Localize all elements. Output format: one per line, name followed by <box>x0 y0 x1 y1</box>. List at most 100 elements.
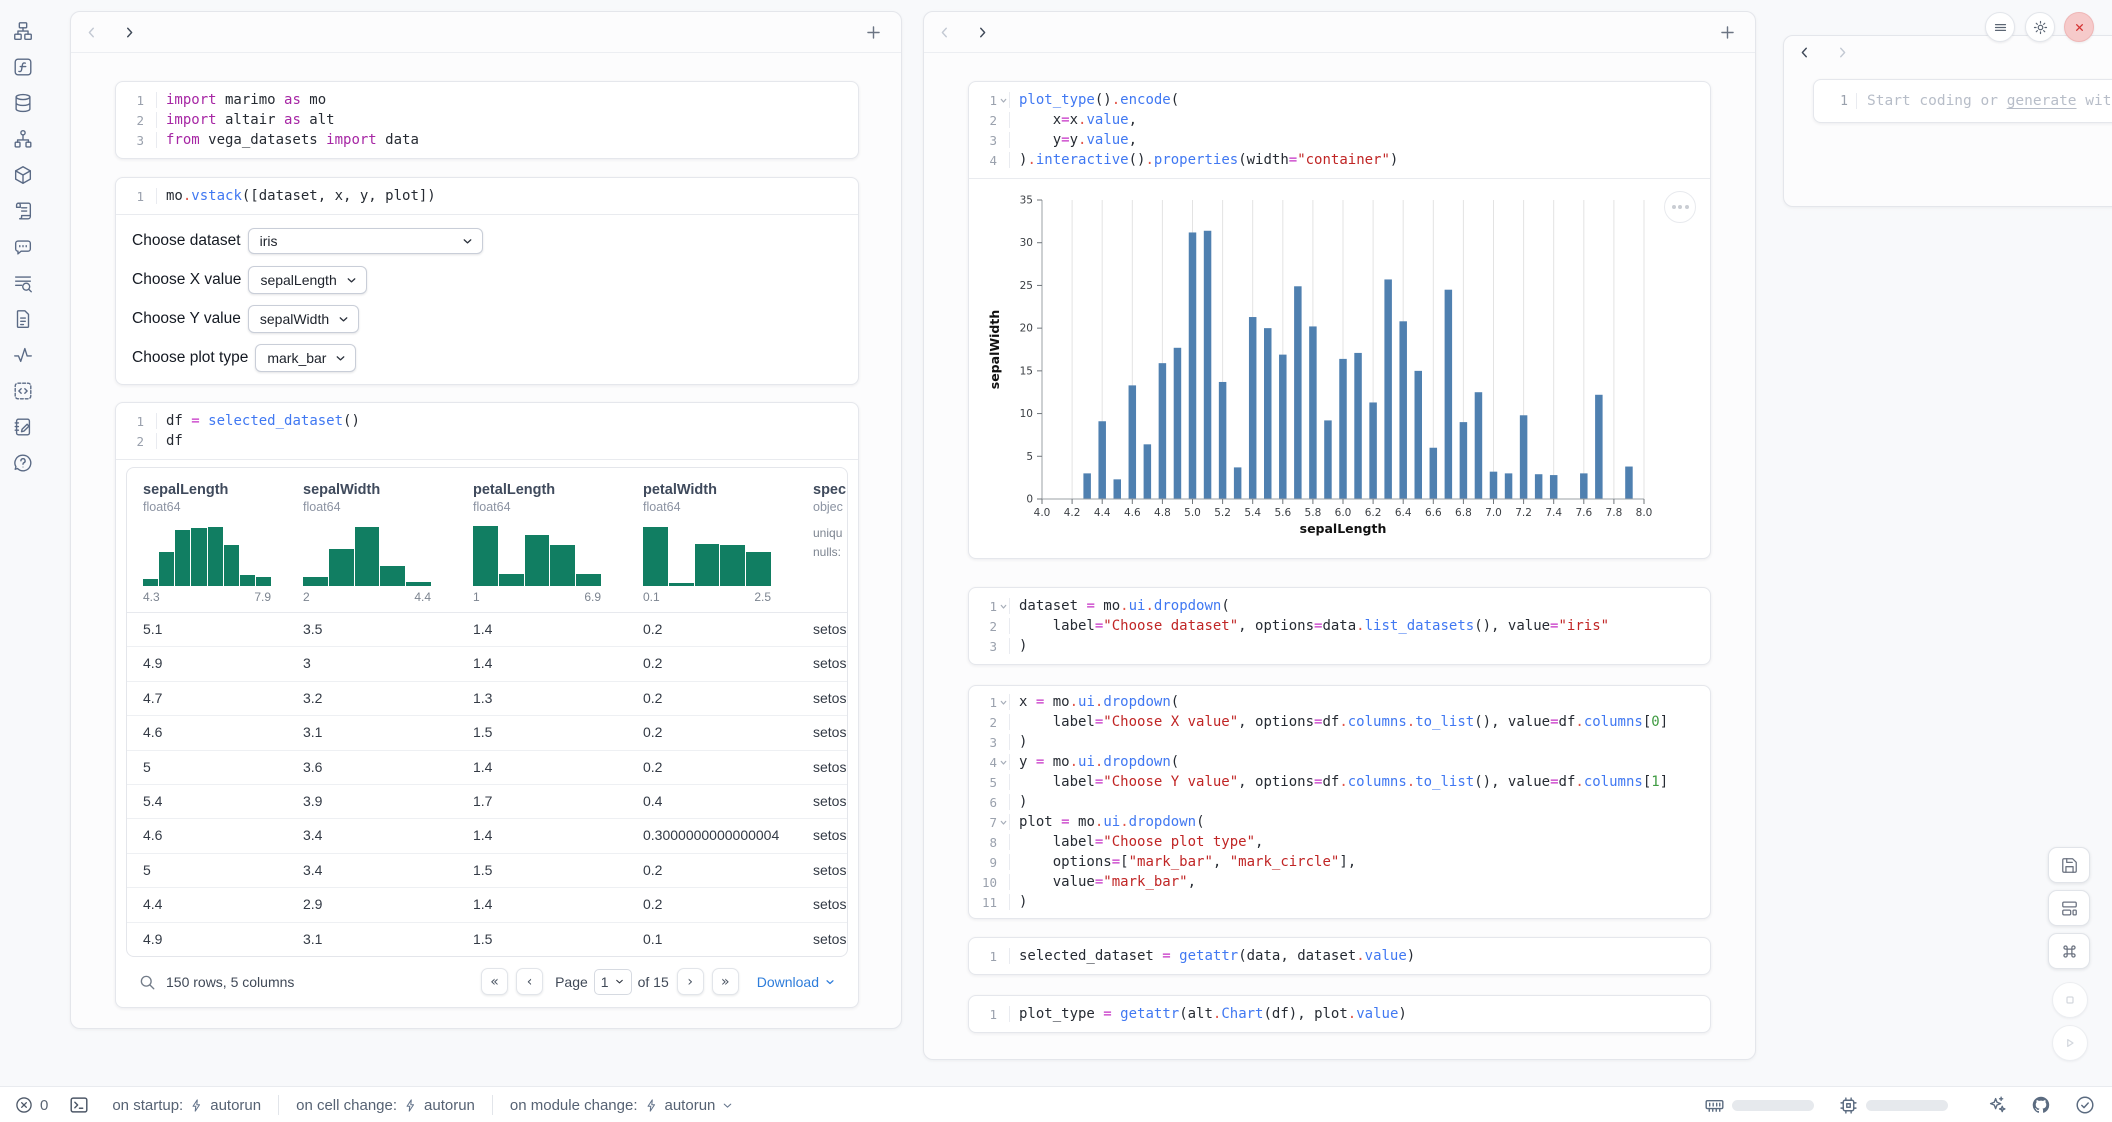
sidebar-document-icon[interactable] <box>12 307 36 331</box>
sidebar-log-search-icon[interactable] <box>12 271 36 295</box>
column-header[interactable]: petalWidthfloat640.12.5 <box>627 468 797 612</box>
sidebar-help-icon[interactable] <box>12 451 36 475</box>
code-text[interactable]: ) <box>1009 638 1027 654</box>
column-header[interactable]: petalLengthfloat6416.9 <box>457 468 627 612</box>
menu-icon[interactable] <box>1985 12 2015 42</box>
code-text[interactable]: selected_dataset = getattr(data, dataset… <box>1009 948 1415 964</box>
code-text[interactable]: ) <box>1009 794 1027 810</box>
download-button[interactable]: Download <box>757 974 836 990</box>
table-summary: 150 rows, 5 columns <box>166 974 294 990</box>
code-text[interactable]: value="mark_bar", <box>1009 874 1196 890</box>
chevron-right-icon[interactable] <box>970 20 994 44</box>
sidebar-code-snippet-icon[interactable] <box>12 379 36 403</box>
sidebar-function-icon[interactable] <box>12 55 36 79</box>
ai-sparkles-icon[interactable] <box>1986 1094 2008 1116</box>
sidebar-chat-bot-icon[interactable] <box>12 235 36 259</box>
dropdown[interactable]: iris <box>248 228 483 254</box>
add-cell-icon[interactable] <box>1715 20 1739 44</box>
errors-icon[interactable] <box>14 1095 34 1115</box>
bar-chart[interactable]: 4.04.24.44.64.85.05.25.45.65.86.06.26.46… <box>985 194 1652 544</box>
code-text[interactable]: label="Choose X value", options=df.colum… <box>1009 714 1668 730</box>
on-cell-change-setting[interactable]: on cell change: autorun <box>296 1097 475 1114</box>
code-text[interactable]: df <box>156 433 183 449</box>
code-text[interactable]: ) <box>1009 734 1027 750</box>
code-text[interactable]: x=x.value, <box>1009 112 1137 128</box>
table-cell: 0.1 <box>627 923 797 956</box>
prev-page-button[interactable]: ‹ <box>516 968 543 995</box>
code-text[interactable]: ) <box>1009 894 1027 910</box>
column-header[interactable]: speciobjecuniqunulls: <box>797 468 847 612</box>
fold-chevron-icon[interactable] <box>997 758 1009 767</box>
sidebar-package-icon[interactable] <box>12 163 36 187</box>
code-text[interactable]: y=y.value, <box>1009 132 1137 148</box>
layout-icon[interactable] <box>2048 890 2090 926</box>
histogram-bar <box>473 526 498 586</box>
run-play-icon[interactable] <box>2052 1025 2088 1061</box>
command-shortcuts-icon[interactable] <box>2048 933 2090 969</box>
chevron-left-icon[interactable] <box>932 20 956 44</box>
save-icon[interactable] <box>2048 847 2090 883</box>
code-text[interactable]: plot_type = getattr(alt.Chart(df), plot.… <box>1009 1006 1407 1022</box>
code-text[interactable]: import marimo as mo <box>156 92 326 108</box>
code-text[interactable]: ).interactive().properties(width="contai… <box>1009 152 1398 168</box>
sidebar-file-tree-icon[interactable] <box>12 19 36 43</box>
stop-icon[interactable] <box>2052 982 2088 1018</box>
sidebar-scratchpad-icon[interactable] <box>12 415 36 439</box>
fold-chevron-icon[interactable] <box>997 698 1009 707</box>
code-text[interactable]: mo.vstack([dataset, x, y, plot]) <box>156 188 436 204</box>
chart-actions-menu-icon[interactable] <box>1664 191 1696 223</box>
code-text[interactable]: label="Choose dataset", options=data.lis… <box>1009 618 1609 634</box>
code-text[interactable]: df = selected_dataset() <box>156 413 360 429</box>
fold-chevron-icon[interactable] <box>997 602 1009 611</box>
sidebar-activity-icon[interactable] <box>12 343 36 367</box>
connection-check-icon[interactable] <box>2074 1094 2096 1116</box>
code-text[interactable]: plot = mo.ui.dropdown( <box>1009 814 1205 830</box>
code-text[interactable]: y = mo.ui.dropdown( <box>1009 754 1179 770</box>
chevron-right-icon[interactable] <box>117 20 141 44</box>
sidebar-dep-graph-icon[interactable] <box>12 127 36 151</box>
sidebar-scroll-icon[interactable] <box>12 199 36 223</box>
empty-code-cell[interactable]: 1 Start coding or generate with <box>1813 79 2112 123</box>
github-icon[interactable] <box>2030 1094 2052 1116</box>
code-text[interactable]: dataset = mo.ui.dropdown( <box>1009 598 1230 614</box>
shutdown-close-icon[interactable] <box>2064 12 2094 42</box>
last-page-button[interactable]: » <box>712 968 739 995</box>
code-text[interactable]: options=["mark_bar", "mark_circle"], <box>1009 854 1356 870</box>
fold-chevron-icon[interactable] <box>997 818 1009 827</box>
generate-link[interactable]: generate <box>2007 93 2077 109</box>
dropdown[interactable]: sepalWidth <box>248 305 359 333</box>
code-text[interactable]: from vega_datasets import data <box>156 132 419 148</box>
dropdown[interactable]: mark_bar <box>255 344 356 372</box>
settings-gear-icon[interactable] <box>2025 12 2055 42</box>
fold-chevron-icon[interactable] <box>997 96 1009 105</box>
add-cell-icon[interactable] <box>861 20 885 44</box>
code-text[interactable]: label="Choose Y value", options=df.colum… <box>1009 774 1668 790</box>
terminal-icon[interactable] <box>68 1094 90 1116</box>
code-text[interactable]: plot_type().encode( <box>1009 92 1179 108</box>
column-name: petalWidth <box>643 482 789 498</box>
table-cell: 3.4 <box>287 819 457 852</box>
max-value: 4.4 <box>414 590 431 604</box>
on-module-change-setting[interactable]: on module change: autorun <box>510 1097 734 1114</box>
first-page-button[interactable]: « <box>481 968 508 995</box>
code-text[interactable]: x = mo.ui.dropdown( <box>1009 694 1179 710</box>
next-page-button[interactable]: › <box>677 968 704 995</box>
on-startup-setting[interactable]: on startup: autorun <box>112 1097 261 1114</box>
line-number: 3 <box>969 735 997 750</box>
code-text[interactable]: import altair as alt <box>156 112 335 128</box>
sidebar-database-icon[interactable] <box>12 91 36 115</box>
page-select[interactable]: 1 <box>594 969 632 995</box>
histogram-bar <box>499 574 524 586</box>
column-header[interactable]: sepalWidthfloat6424.4 <box>287 468 457 612</box>
code-text[interactable]: label="Choose plot type", <box>1009 834 1263 850</box>
chevron-left-icon[interactable] <box>79 20 103 44</box>
code-line: 10 value="mark_bar", <box>969 872 1710 892</box>
chevron-left-icon[interactable] <box>1792 40 1816 64</box>
code-placeholder: Start coding or generate with <box>1856 93 2112 109</box>
table-cell: 0.2 <box>627 647 797 680</box>
histogram-bar <box>303 577 328 586</box>
column-header[interactable]: sepalLengthfloat644.37.9 <box>127 468 287 612</box>
chevron-right-icon[interactable] <box>1830 40 1854 64</box>
dropdown[interactable]: sepalLength <box>248 266 366 294</box>
search-icon[interactable] <box>138 973 156 991</box>
